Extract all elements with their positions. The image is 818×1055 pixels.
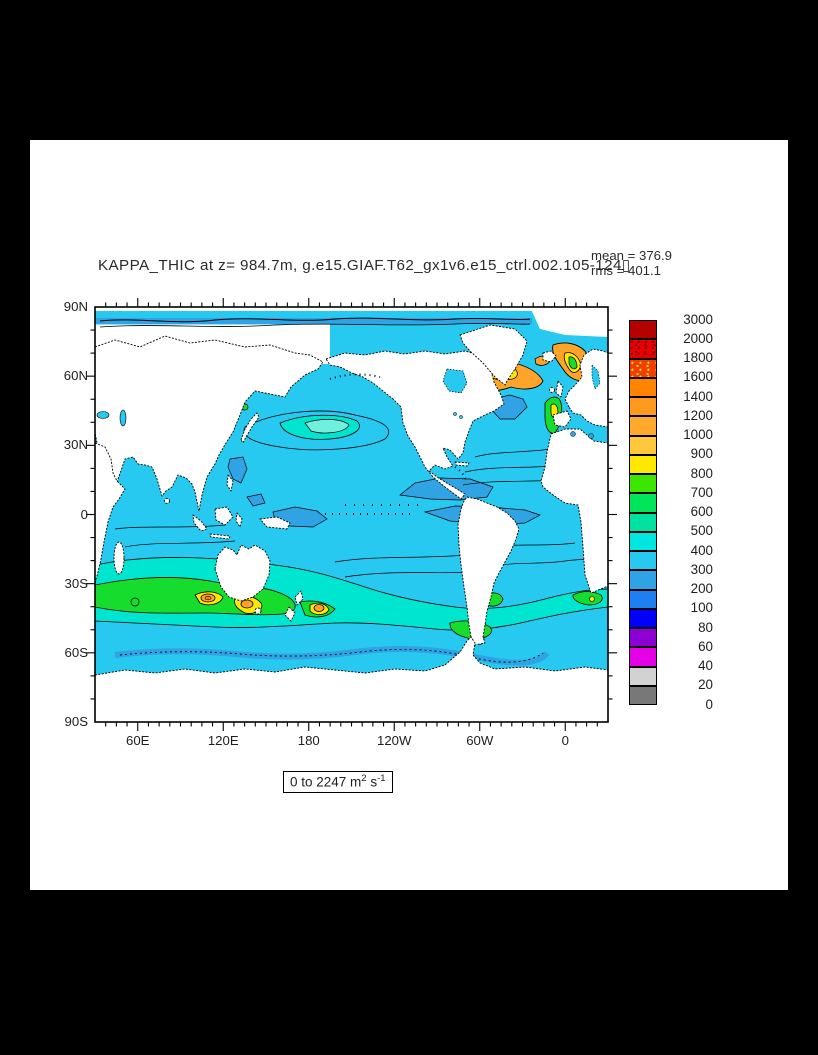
axis-ticks	[86, 298, 617, 731]
colorbar-box-1000-1200	[629, 416, 657, 436]
colorbar-label: 20	[698, 677, 713, 693]
y-tick-label: 30S	[64, 575, 88, 591]
x-tick-label: 120W	[377, 733, 412, 748]
colorbar-box-1800-2000	[629, 339, 657, 359]
mean-value: mean = 376.9	[591, 248, 673, 263]
colorbar-label: 0	[705, 696, 713, 712]
range-text: 0 to 2247 m	[290, 774, 362, 790]
antarctica	[95, 636, 608, 722]
stats-block: mean = 376.9 rms = 401.1	[591, 248, 673, 278]
colorbar-box-1200-1400	[629, 397, 657, 417]
colorbar-label: 60	[698, 638, 713, 654]
colorbar-label: 1600	[683, 369, 713, 385]
colorbar-label: 200	[690, 581, 713, 596]
colorbar-label: 80	[698, 619, 713, 635]
iberia	[552, 410, 572, 428]
japan	[240, 412, 260, 444]
range-sup-2: 2	[361, 773, 367, 784]
colorbar-box-300-400	[629, 551, 657, 571]
africa-east-sliver	[95, 442, 126, 584]
colorbar-label: 800	[690, 465, 713, 481]
colorbar-label: 100	[690, 600, 713, 616]
y-tick-label: 90N	[63, 299, 88, 314]
range-text-s: s	[366, 774, 378, 790]
data-range-box: 0 to 2247 m2 s-1	[283, 771, 393, 793]
madagascar	[113, 541, 125, 575]
x-tick-label: 60E	[126, 733, 150, 748]
colorbar-box-60-80	[629, 628, 657, 648]
philippines	[226, 474, 234, 492]
colorbar-box-200-300	[629, 570, 657, 590]
colorbar-box-1600-1800	[629, 358, 657, 378]
africa-west	[540, 428, 608, 594]
colorbar-box-80-100	[629, 608, 657, 628]
x-tick-label: 120E	[207, 733, 239, 748]
colorbar-label: 900	[690, 446, 713, 462]
continents	[95, 324, 608, 722]
colorbar-box-500-600	[629, 512, 657, 532]
colorbar-box-400-500	[629, 531, 657, 551]
colorbar-label: 500	[690, 523, 713, 539]
arctic-band	[95, 318, 532, 324]
cuba	[454, 461, 470, 467]
colorbar-box-40-60	[629, 647, 657, 667]
plot-title: KAPPA_THIC at z= 984.7m, g.e15.GIAF.T62_…	[98, 257, 631, 274]
north-pacific-feature	[241, 403, 390, 451]
y-tick-label: 30N	[63, 437, 88, 453]
borneo	[214, 506, 234, 526]
rms-value: rms = 401.1	[591, 262, 662, 278]
x-tick-label: 60W	[466, 733, 494, 748]
colorbar-label: 400	[690, 542, 713, 558]
colorbar-label: 1400	[683, 388, 713, 404]
colorbar-label: 700	[690, 484, 713, 500]
south-america	[457, 496, 520, 646]
new-guinea	[259, 516, 291, 530]
colorbar-box-800-900	[629, 454, 657, 474]
colorbar	[629, 320, 657, 705]
y-tick-label: 60N	[63, 368, 88, 384]
colorbar-label: 40	[698, 658, 713, 673]
colorbar-label: 1000	[683, 427, 713, 442]
map-art	[95, 307, 608, 722]
colorbar-label: 600	[690, 504, 713, 519]
colorbar-label: 1200	[683, 407, 713, 423]
nz-south	[284, 606, 296, 622]
colorbar-label: 3000	[683, 311, 713, 327]
range-sup-minus1: -1	[377, 773, 386, 784]
europe	[564, 348, 608, 428]
colorbar-box-1400-1600	[629, 377, 657, 397]
x-tick-label: 0	[561, 733, 569, 748]
eurasia	[95, 335, 324, 512]
y-tick-label: 90S	[64, 714, 88, 729]
colorbar-label: 2000	[683, 330, 713, 346]
colorbar-box-20-40	[629, 666, 657, 686]
sumatra	[192, 514, 208, 532]
iceland	[542, 350, 557, 363]
nz-north	[294, 590, 304, 606]
colorbar-box-600-700	[629, 493, 657, 513]
java	[209, 533, 231, 540]
colorbar-label: 1800	[683, 350, 713, 365]
sri-lanka	[164, 498, 170, 504]
ireland	[549, 387, 555, 393]
inland-seas	[96, 364, 601, 439]
colorbar-box-0-20	[629, 685, 657, 705]
tasmania	[254, 607, 262, 615]
australia	[214, 544, 271, 602]
colorbar-label: 300	[690, 561, 713, 577]
y-tick-label: 60S	[64, 644, 88, 660]
britain	[555, 380, 564, 398]
colorbar-box-2000-3000	[629, 320, 657, 340]
detail-lines	[99, 317, 531, 484]
y-tick-label: 0	[80, 506, 88, 522]
x-tick-label: 180	[297, 733, 320, 748]
sulawesi	[235, 512, 243, 528]
colorbar-box-700-800	[629, 474, 657, 494]
colorbar-box-100-200	[629, 589, 657, 609]
greenland	[459, 324, 528, 386]
colorbar-box-900-1000	[629, 435, 657, 455]
